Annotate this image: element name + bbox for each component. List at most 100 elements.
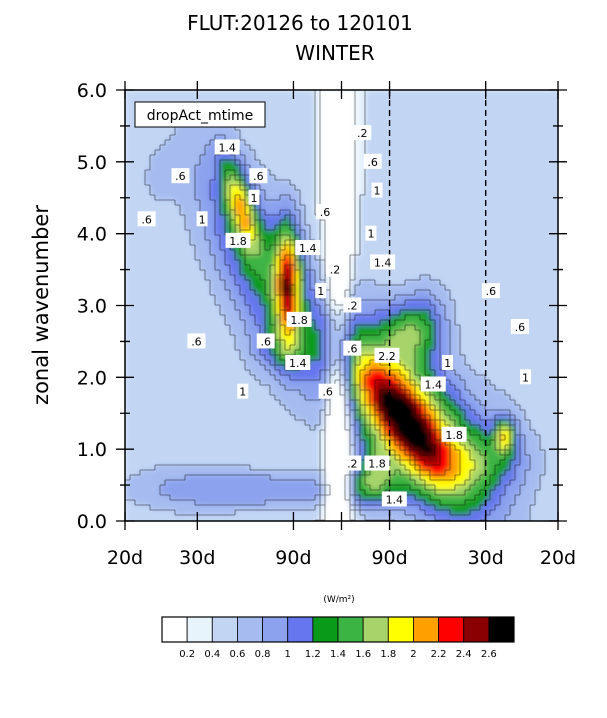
contour-label-text: .6 bbox=[320, 206, 331, 219]
contour-label-text: .6 bbox=[515, 321, 526, 334]
contour-label: .6 bbox=[138, 211, 156, 226]
contour-label-text: .6 bbox=[260, 335, 271, 348]
contour-label: 1 bbox=[372, 183, 383, 198]
contour-label: .2 bbox=[343, 298, 361, 313]
plot-area: .6 .6 1 1.4 .6 1 1.8 1.4 1 1.8 1.4 .6 1 .6 .2 .2 .6 .6 .2.… bbox=[125, 90, 566, 531]
colorbar-swatch bbox=[313, 617, 338, 642]
contour-label: 1.8 bbox=[226, 233, 251, 248]
colorbar-label: 2.4 bbox=[456, 649, 472, 660]
x-tick-label: 20d bbox=[540, 547, 576, 569]
colorbar-label: 2 bbox=[410, 649, 416, 660]
contour-label-text: 2.2 bbox=[378, 350, 396, 363]
colorbar-label: 0.4 bbox=[204, 649, 220, 660]
contour-label: 1.8 bbox=[442, 427, 467, 442]
colorbar-swatch bbox=[363, 617, 388, 642]
colorbar-swatch bbox=[464, 617, 489, 642]
contour-label-text: 1 bbox=[444, 357, 451, 370]
contour-label: .6 bbox=[319, 384, 337, 399]
contour-label-text: 1 bbox=[522, 371, 529, 384]
contour-label-text: 1.4 bbox=[299, 242, 317, 255]
inset-box: dropAct_mtime bbox=[135, 102, 265, 127]
contour-label-text: .6 bbox=[347, 343, 358, 356]
colorbar-label: 1 bbox=[285, 649, 291, 660]
contour-label-text: .6 bbox=[367, 156, 378, 169]
x-tick-label: 20d bbox=[107, 547, 143, 569]
contour-label: .2 bbox=[326, 262, 344, 277]
contour-label-text: 1 bbox=[374, 185, 381, 198]
contour-label-text: 1 bbox=[367, 228, 374, 241]
contour-label-text: 1.8 bbox=[368, 458, 386, 471]
contour-label: .6 bbox=[364, 154, 382, 169]
contour-label: .6 bbox=[249, 168, 267, 183]
y-tick-label: 1.0 bbox=[77, 439, 107, 461]
contour-label-text: .6 bbox=[191, 335, 202, 348]
chart-title-line2: WINTER bbox=[295, 41, 374, 65]
contour-label: 1.4 bbox=[295, 240, 320, 255]
colorbar-swatch bbox=[187, 617, 212, 642]
colorbar-swatch bbox=[338, 617, 363, 642]
contour-label: .2 bbox=[353, 125, 371, 140]
contour-label-text: 1.8 bbox=[445, 429, 463, 442]
colorbar-swatch bbox=[212, 617, 237, 642]
contour-label: .6 bbox=[343, 341, 361, 356]
contour-label: .6 bbox=[171, 168, 189, 183]
contour-label: 1 bbox=[249, 190, 260, 205]
contour-label: 1.8 bbox=[365, 456, 390, 471]
contour-label-text: .6 bbox=[175, 170, 186, 183]
contour-label-text: 1 bbox=[199, 213, 206, 226]
contour-label-text: .6 bbox=[253, 170, 264, 183]
chart-title-line1: FLUT:20126 to 120101 bbox=[187, 11, 413, 35]
contour-label: 1 bbox=[197, 211, 208, 226]
contour-label: .6 bbox=[482, 283, 500, 298]
contour-label: 2.2 bbox=[374, 348, 399, 363]
y-tick-label: 4.0 bbox=[77, 224, 107, 246]
y-tick-labels: 0.01.02.03.04.05.06.0 bbox=[77, 80, 107, 533]
contour-label: .6 bbox=[316, 204, 334, 219]
contour-label: 1 bbox=[442, 355, 453, 370]
colorbar-label: 2.2 bbox=[431, 649, 447, 660]
contour-label: 1 bbox=[365, 226, 376, 241]
contour-label: 1.4 bbox=[421, 377, 446, 392]
contour-label-text: 1.8 bbox=[229, 235, 247, 248]
contour-label-text: 1 bbox=[317, 285, 324, 298]
contour-label-text: .6 bbox=[141, 213, 152, 226]
colorbar-swatch bbox=[439, 617, 464, 642]
contour-label-text: .2 bbox=[330, 264, 341, 277]
colorbar-units: (W/m²) bbox=[323, 595, 354, 605]
contour-label: 1 bbox=[315, 283, 326, 298]
y-axis-label: zonal wavenumber bbox=[29, 205, 53, 405]
contour-label: .6 bbox=[187, 333, 205, 348]
colorbar-swatch bbox=[237, 617, 262, 642]
colorbar-swatch bbox=[263, 617, 288, 642]
contour-label: 1 bbox=[520, 369, 531, 384]
colorbar-swatch bbox=[388, 617, 413, 642]
contour-label-text: 1.4 bbox=[289, 357, 307, 370]
colorbar bbox=[162, 617, 514, 642]
y-tick-label: 6.0 bbox=[77, 80, 107, 102]
contour-label: .6 bbox=[257, 333, 275, 348]
colorbar-swatch bbox=[162, 617, 187, 642]
inset-label: dropAct_mtime bbox=[147, 108, 254, 124]
colorbar-swatch bbox=[413, 617, 438, 642]
contour-label-text: 1.4 bbox=[218, 141, 236, 154]
colorbar-label: 1.6 bbox=[355, 649, 371, 660]
colorbar-swatch bbox=[288, 617, 313, 642]
colorbar-label: 2.6 bbox=[481, 649, 497, 660]
contour-label: 1.8 bbox=[287, 312, 312, 327]
contour-label: 1.4 bbox=[215, 139, 240, 154]
contour-label: 1.4 bbox=[370, 254, 395, 269]
y-tick-label: 0.0 bbox=[77, 511, 107, 533]
contour-label: 1 bbox=[237, 384, 248, 399]
contour-label-text: 1.4 bbox=[374, 256, 392, 269]
x-tick-label: 30d bbox=[179, 547, 215, 569]
contour-label-text: .2 bbox=[357, 127, 368, 140]
contour-label: .6 bbox=[511, 319, 529, 334]
contour-label: 1.4 bbox=[382, 491, 407, 506]
contour-label-text: 1 bbox=[239, 386, 246, 399]
contour-label-text: 1.4 bbox=[386, 493, 404, 506]
contour-label-text: .2 bbox=[347, 458, 358, 471]
contour-label-text: .6 bbox=[322, 386, 333, 399]
y-tick-label: 2.0 bbox=[77, 367, 107, 389]
